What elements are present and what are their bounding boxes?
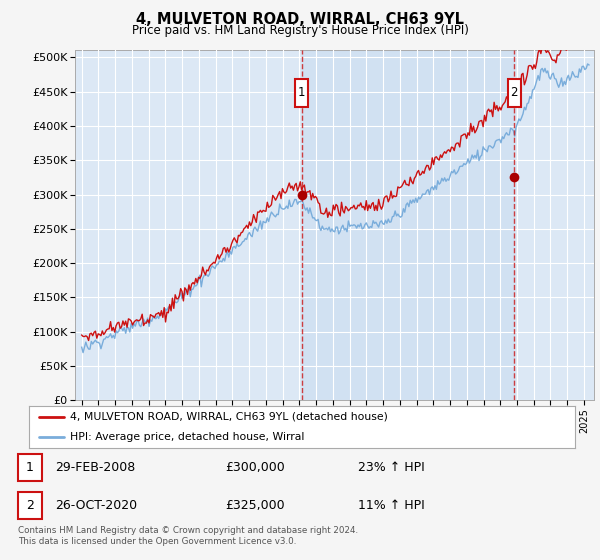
Text: 23% ↑ HPI: 23% ↑ HPI — [358, 461, 424, 474]
FancyBboxPatch shape — [18, 492, 42, 519]
Text: 2: 2 — [26, 499, 34, 512]
Text: 1: 1 — [26, 461, 34, 474]
Text: 4, MULVETON ROAD, WIRRAL, CH63 9YL (detached house): 4, MULVETON ROAD, WIRRAL, CH63 9YL (deta… — [70, 412, 388, 422]
Text: £300,000: £300,000 — [225, 461, 285, 474]
Text: 29-FEB-2008: 29-FEB-2008 — [55, 461, 136, 474]
Text: 4, MULVETON ROAD, WIRRAL, CH63 9YL: 4, MULVETON ROAD, WIRRAL, CH63 9YL — [136, 12, 464, 27]
Text: 26-OCT-2020: 26-OCT-2020 — [55, 499, 137, 512]
Text: HPI: Average price, detached house, Wirral: HPI: Average price, detached house, Wirr… — [70, 432, 304, 442]
Text: £325,000: £325,000 — [225, 499, 285, 512]
Text: Contains HM Land Registry data © Crown copyright and database right 2024.
This d: Contains HM Land Registry data © Crown c… — [18, 526, 358, 546]
Text: Price paid vs. HM Land Registry's House Price Index (HPI): Price paid vs. HM Land Registry's House … — [131, 24, 469, 36]
Text: 11% ↑ HPI: 11% ↑ HPI — [358, 499, 424, 512]
FancyBboxPatch shape — [18, 454, 42, 481]
Text: 1: 1 — [298, 86, 305, 100]
FancyBboxPatch shape — [295, 79, 308, 106]
Text: 2: 2 — [511, 86, 518, 100]
FancyBboxPatch shape — [508, 79, 521, 106]
Bar — [302, 50, 514, 400]
